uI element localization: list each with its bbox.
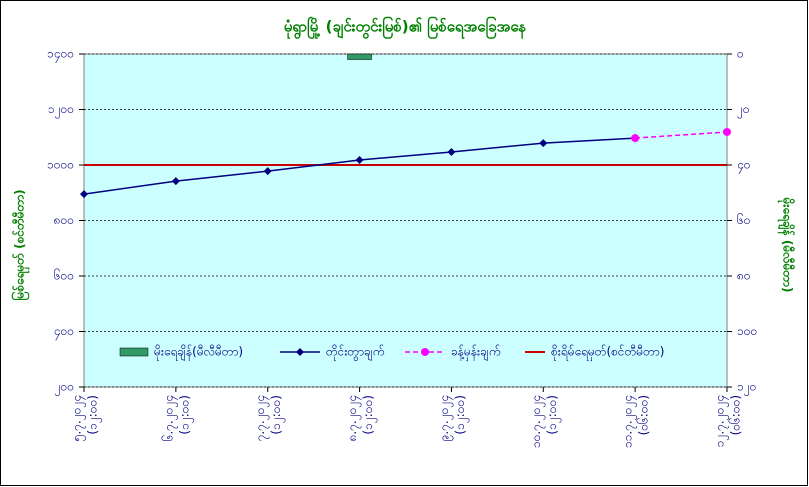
- x-tick-label: ၉.၇.၂၀၂၄: [437, 395, 454, 441]
- legend-label: တိုင်းတွာချက်: [326, 344, 384, 362]
- point: [355, 156, 364, 165]
- y-tick-label: ၈၀၀: [54, 213, 74, 227]
- x-tick-time: (၁၂:၀၀): [177, 395, 194, 435]
- point: [723, 127, 731, 136]
- x-tick-time: (၀၆:၀၀): [728, 395, 743, 435]
- y2-tick-label: ၄၀: [737, 158, 751, 175]
- legend-label: စိုးရိမ်ရေမှတ်(စင်တီမီတာ): [551, 344, 664, 362]
- legend-swatch: [119, 347, 149, 357]
- point: [631, 134, 640, 143]
- y2-axis-label: မိုးရေချိန် (မီလီမီတာ): [777, 197, 797, 293]
- x-tick-label: ၁၂.၇.၂၀၂၄: [713, 395, 730, 447]
- x-tick-time: (၁၂:၀၀): [453, 395, 470, 435]
- y2-tick-label: ၀: [737, 47, 744, 61]
- point: [80, 190, 88, 199]
- rain-bar: [347, 53, 372, 60]
- legend-label: မိုးရေချိန်(မီလီမီတာ): [154, 344, 243, 362]
- x-tick-label: ၇.၇.၂၀၂၄: [253, 395, 270, 441]
- x-tick-time: (၁၂:၀၀): [86, 395, 103, 435]
- series-line: [635, 131, 728, 139]
- x-tick-time: (၀၆:၀၀): [636, 395, 651, 435]
- x-tick-label: ၆.၇.၂၀၂၄: [160, 395, 178, 441]
- point: [539, 139, 548, 148]
- y-axis-label: မြစ်ရေမှတ် (စင်တီမီတာ): [10, 189, 31, 300]
- y-tick-label: ၁၄၀၀: [47, 47, 74, 64]
- y2-tick-label: ၆၀: [737, 212, 751, 227]
- x-tick-label: ၁၁.၇.၂၀၂၄: [621, 395, 638, 448]
- point: [263, 167, 272, 176]
- y-tick-label: ၂၀၀: [55, 380, 74, 397]
- point: [171, 177, 180, 186]
- x-tick-label: ၁၀.၇.၂၀၂၄: [529, 395, 546, 448]
- legend-marker: [421, 348, 429, 356]
- x-tick-time: (၁၂:၀၀): [361, 395, 378, 435]
- y-tick-label: ၄၀၀: [54, 324, 74, 341]
- x-tick-label: ၈.၇.၂၀၂၄: [345, 395, 362, 442]
- y-tick-label: ၁၀၀၀: [47, 158, 74, 172]
- y2-tick-label: ၂၀: [737, 102, 750, 119]
- x-tick-time: (၁၂:၀၀): [545, 395, 562, 435]
- y2-tick-label: ၈၀: [737, 269, 751, 283]
- legend-label: ခန့်မှန်းချက်: [451, 344, 500, 362]
- point: [447, 147, 456, 156]
- y-tick-label: ၁၂၀၀: [48, 102, 74, 119]
- x-tick-time: (၁၂:၀၀): [269, 395, 286, 435]
- x-tick-label: ၅.၇.၂၀၂၄: [70, 395, 87, 441]
- y2-tick-label: ၁၀၀: [737, 324, 757, 338]
- y2-tick-label: ၁၂၀: [737, 380, 756, 397]
- y-tick-label: ၆၀၀: [54, 268, 74, 283]
- legend-marker: [296, 348, 304, 356]
